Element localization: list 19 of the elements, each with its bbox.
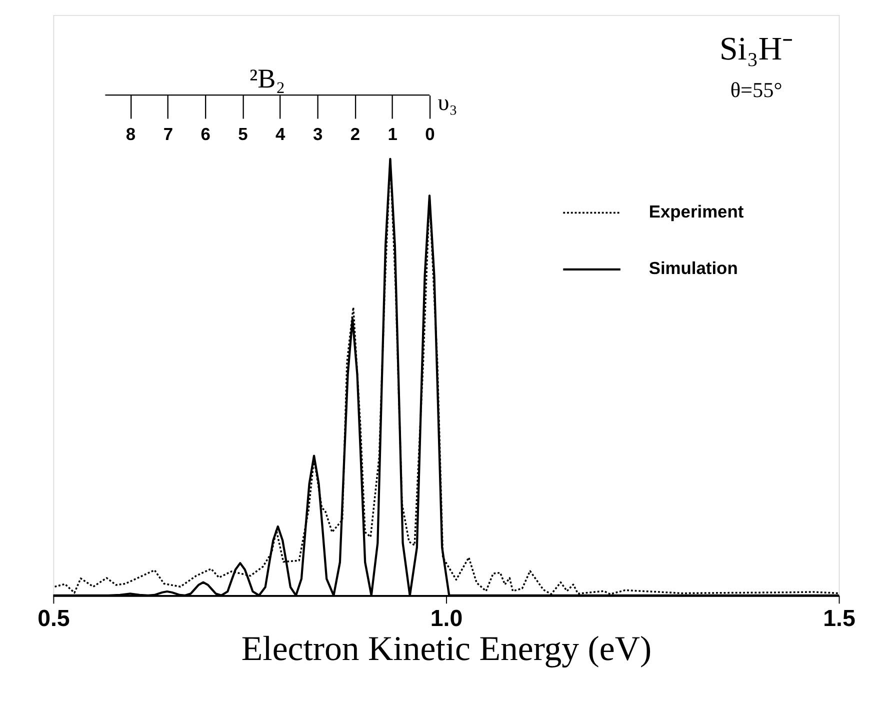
text: ²B₂ bbox=[250, 63, 286, 94]
x-axis-title: Electron Kinetic Energy (eV) bbox=[241, 628, 652, 668]
chart-title: Si₃H⁻ bbox=[719, 31, 794, 68]
legend-label: Simulation bbox=[648, 258, 738, 278]
x-tick-label: 1.0 bbox=[430, 604, 463, 631]
legend-label: Experiment bbox=[648, 202, 744, 222]
x2-tick-label: 4 bbox=[276, 124, 286, 144]
x-tick-label: 0.5 bbox=[38, 604, 70, 631]
x2-tick-label: 1 bbox=[388, 124, 398, 144]
x2-tick-label: 7 bbox=[163, 124, 174, 144]
x2-axis-title: υ₃ bbox=[438, 90, 458, 116]
x2-tick-label: 5 bbox=[238, 124, 248, 144]
x2-tick-label: 0 bbox=[425, 124, 435, 144]
x-tick-label: 1.5 bbox=[823, 604, 856, 631]
x2-tick-label: 2 bbox=[350, 124, 360, 144]
chart-subtitle: θ=55° bbox=[730, 78, 782, 102]
x2-tick-label: 3 bbox=[312, 124, 323, 144]
x2-tick-label: 6 bbox=[200, 124, 211, 144]
x2-tick-label: 8 bbox=[126, 124, 136, 144]
